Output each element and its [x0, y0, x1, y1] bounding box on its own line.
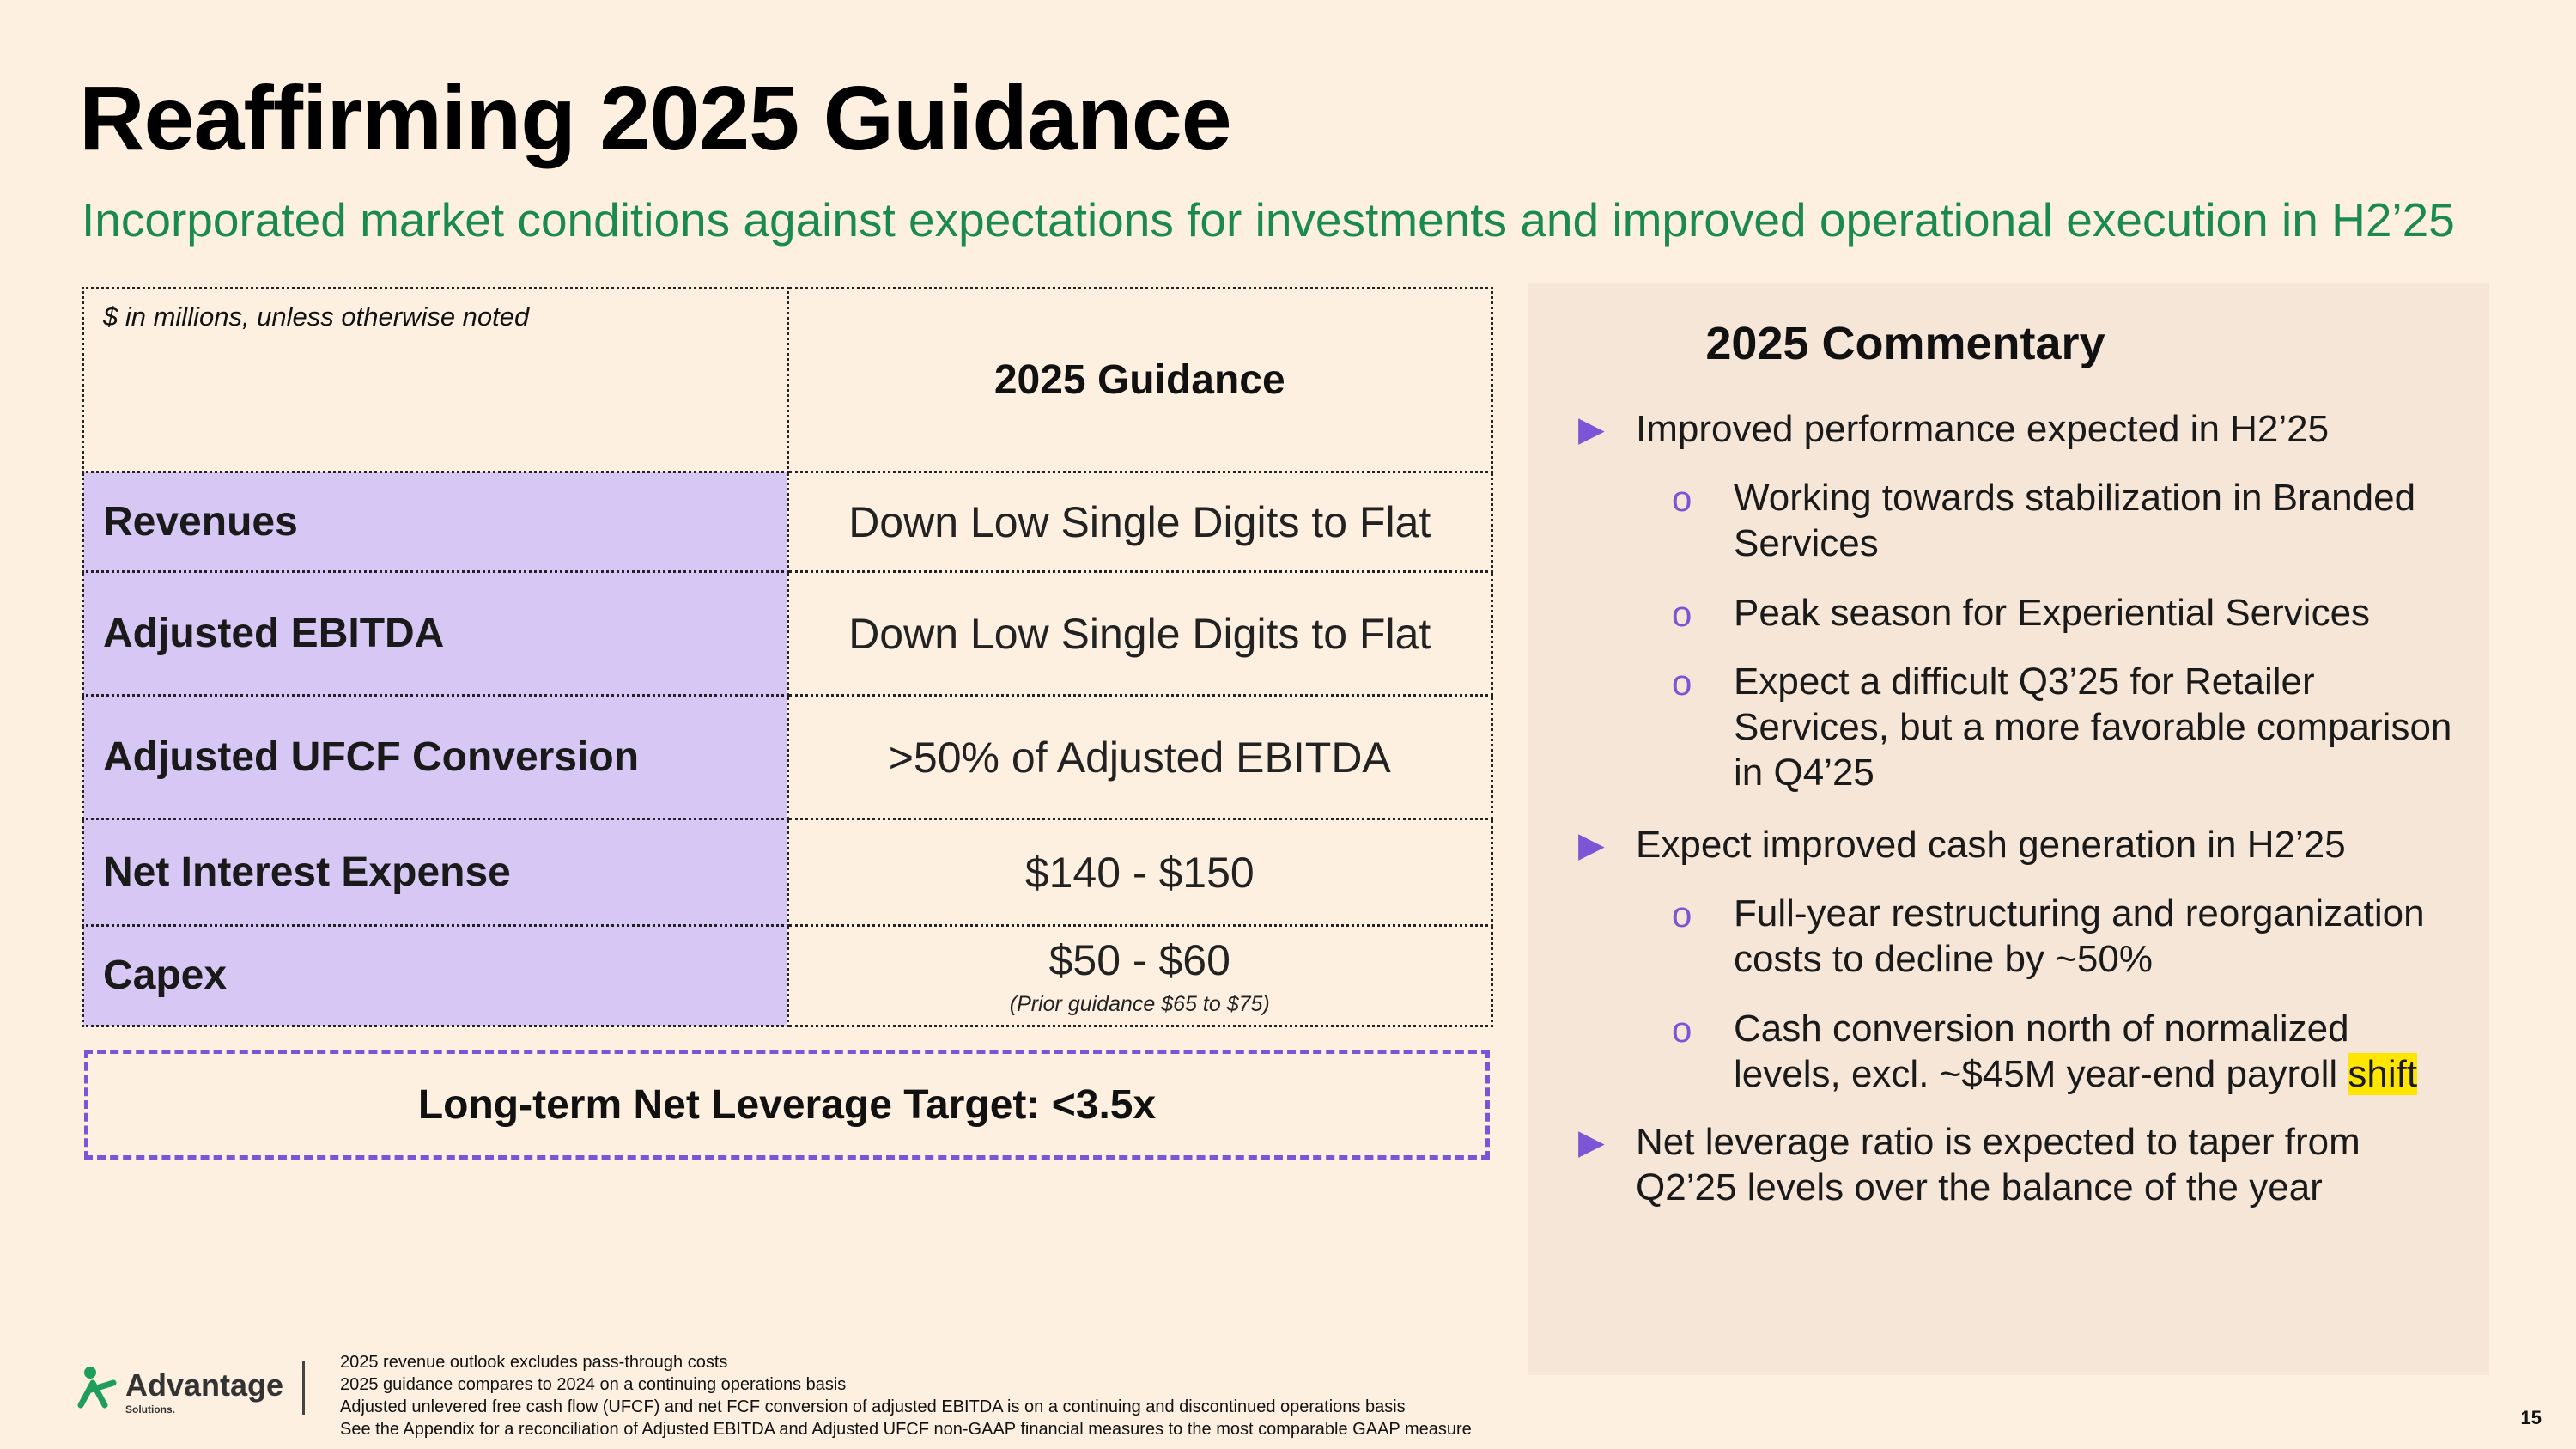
leverage-target-box: Long-term Net Leverage Target: <3.5x — [84, 1050, 1490, 1160]
commentary-item: Improved performance expected in H2’25 — [1636, 408, 2330, 450]
row-label-ufcf-conversion: Adjusted UFCF Conversion — [82, 694, 789, 820]
footnote-line: Adjusted unlevered free cash flow (UFCF)… — [340, 1397, 1406, 1416]
table-row: Net Interest Expense $140 - $150 — [82, 818, 1493, 927]
table-row: Adjusted UFCF Conversion >50% of Adjuste… — [82, 694, 1493, 820]
row-value-adjusted-ebitda: Down Low Single Digits to Flat — [786, 570, 1493, 697]
logo-wordmark: Advantage — [125, 1367, 284, 1403]
commentary-subitem: Cash conversion north of normalized leve… — [1734, 1008, 2418, 1095]
slide-title: Reaffirming 2025 Guidance — [79, 68, 1232, 169]
footnotes: 2025 revenue outlook excludes pass-throu… — [340, 1351, 1472, 1440]
footnote-line: 2025 revenue outlook excludes pass-throu… — [340, 1353, 728, 1372]
circle-bullet-icon: o — [1672, 478, 1692, 519]
commentary-subitem: Full-year restructuring and reorganizati… — [1734, 892, 2425, 980]
table-row: Adjusted EBITDA Down Low Single Digits t… — [82, 570, 1493, 697]
commentary-panel: 2025 Commentary ▶ Improved performance e… — [1528, 283, 2489, 1375]
commentary-subitem: Expect a difficult Q3’25 for Retailer Se… — [1734, 661, 2452, 794]
row-label-net-interest-expense: Net Interest Expense — [82, 818, 789, 927]
table-header-row: $ in millions, unless otherwise noted 20… — [82, 287, 1493, 473]
row-value-capex: $50 - $60 — [1048, 935, 1230, 984]
commentary-title: 2025 Commentary — [1705, 318, 2105, 369]
footnote-line: 2025 guidance compares to 2024 on a cont… — [340, 1375, 847, 1394]
row-value-net-interest-expense: $140 - $150 — [786, 818, 1493, 927]
commentary-subitem: Peak season for Experiential Services — [1734, 592, 2371, 634]
circle-bullet-icon: o — [1672, 894, 1692, 935]
highlighted-text: shift — [2348, 1053, 2418, 1095]
commentary-item: Net leverage ratio is expected to taper … — [1636, 1121, 2360, 1209]
row-label-revenues: Revenues — [82, 471, 789, 573]
guidance-column-header: 2025 Guidance — [786, 287, 1493, 473]
leverage-target-text: Long-term Net Leverage Target: <3.5x — [417, 1081, 1157, 1128]
row-label-adjusted-ebitda: Adjusted EBITDA — [82, 570, 789, 697]
triangle-bullet-icon: ▶ — [1578, 411, 1605, 448]
triangle-bullet-icon: ▶ — [1578, 826, 1605, 864]
page-number: 15 — [2520, 1407, 2542, 1428]
footer-divider — [302, 1361, 305, 1415]
row-label-capex: Capex — [82, 924, 789, 1027]
circle-bullet-icon: o — [1672, 662, 1692, 703]
table-row: Capex $50 - $60 (Prior guidance $65 to $… — [82, 924, 1493, 1027]
commentary-subitem: Working towards stabilization in Branded… — [1734, 477, 2416, 564]
company-logo: Advantage Solutions. — [76, 1364, 283, 1416]
footnote-line: See the Appendix for a reconciliation of… — [340, 1420, 1472, 1439]
slide-subtitle: Incorporated market conditions against e… — [82, 193, 2455, 247]
row-value-revenues: Down Low Single Digits to Flat — [786, 471, 1493, 573]
capex-prior-guidance-note: (Prior guidance $65 to $75) — [1009, 991, 1270, 1016]
table-row: Revenues Down Low Single Digits to Flat — [82, 471, 1493, 573]
circle-bullet-icon: o — [1672, 594, 1692, 634]
guidance-table: $ in millions, unless otherwise noted 20… — [82, 287, 1493, 1027]
advantage-logo-icon — [77, 1367, 117, 1409]
commentary-item: Expect improved cash generation in H2’25 — [1636, 824, 2346, 866]
units-note: $ in millions, unless otherwise noted — [82, 287, 789, 473]
row-value-ufcf-conversion: >50% of Adjusted EBITDA — [786, 694, 1493, 820]
triangle-bullet-icon: ▶ — [1578, 1123, 1605, 1161]
logo-subtitle: Solutions. — [125, 1403, 175, 1416]
circle-bullet-icon: o — [1672, 1009, 1692, 1050]
row-value-capex-cell: $50 - $60 (Prior guidance $65 to $75) — [786, 924, 1493, 1027]
